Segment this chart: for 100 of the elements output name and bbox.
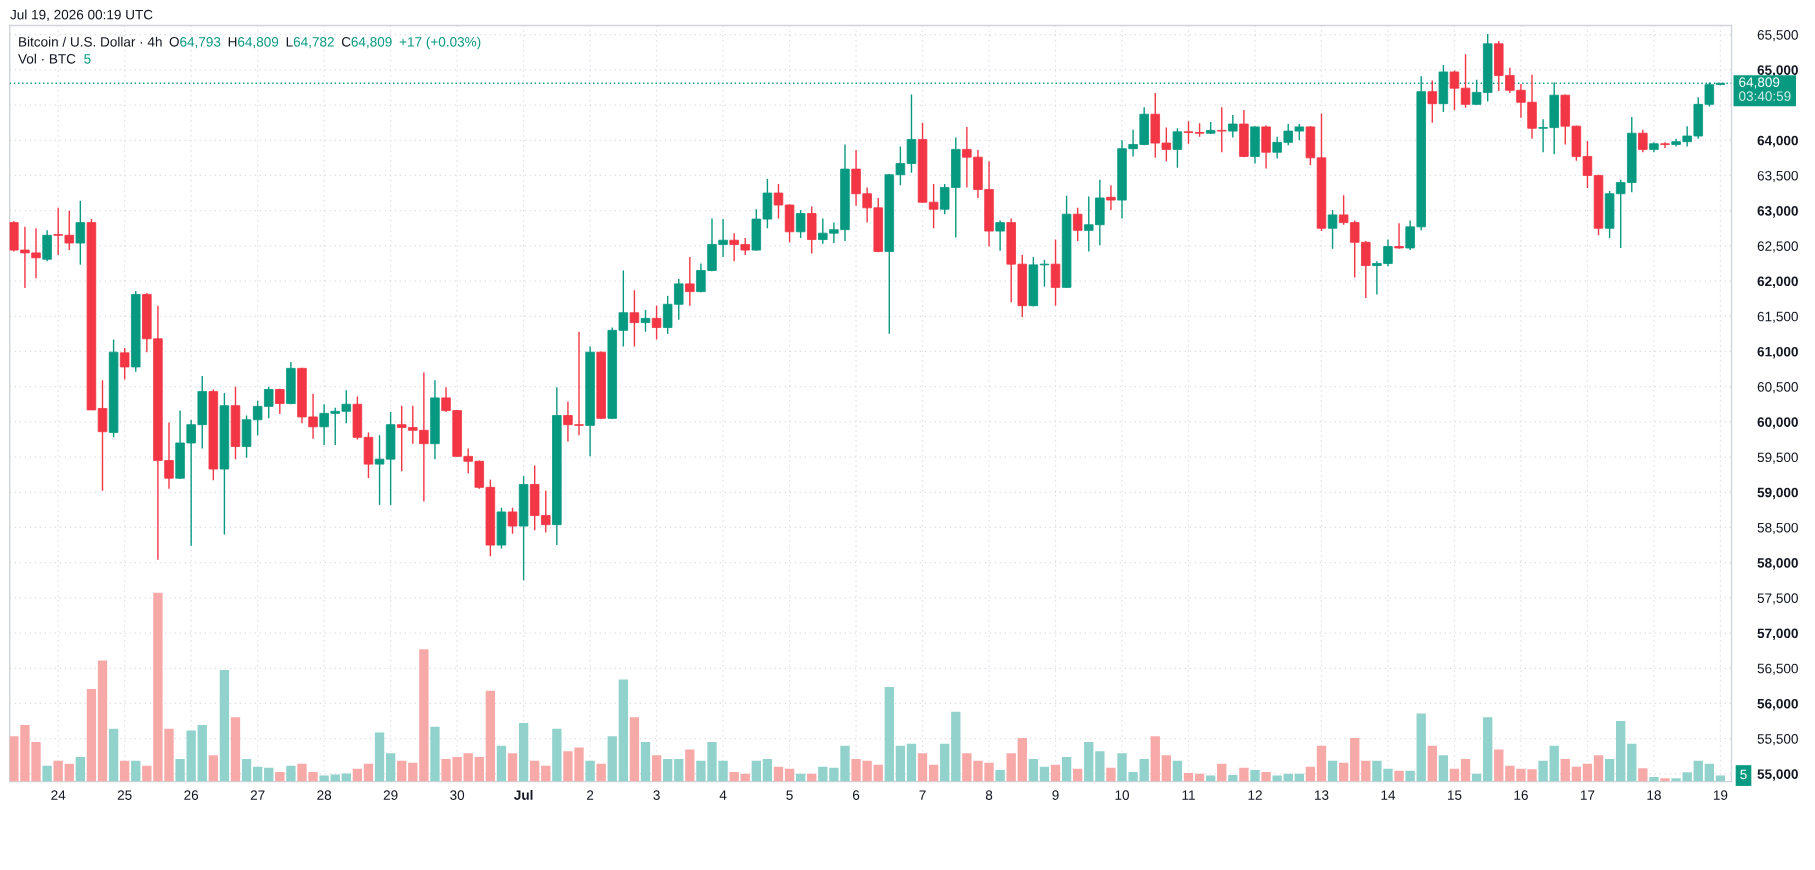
bar (651, 755, 662, 782)
bar (1350, 738, 1360, 782)
bar (1394, 770, 1404, 782)
bar (230, 717, 241, 782)
y-tick-label: 61,000 (1757, 346, 1798, 359)
candlestick (640, 309, 651, 333)
bar (252, 766, 263, 782)
bar (97, 660, 108, 782)
bar (873, 764, 883, 782)
y-tick-label: 62,500 (1757, 241, 1798, 253)
bar (1073, 768, 1083, 782)
bar (1250, 769, 1260, 782)
y-tick-label: 62,000 (1757, 276, 1798, 289)
bar (928, 764, 939, 782)
y-tick-label: 55,500 (1757, 734, 1798, 746)
bar (1438, 755, 1449, 782)
bar (1338, 762, 1349, 782)
x-tick-label: Jul (514, 789, 533, 800)
y-tick-label: 64,000 (1757, 135, 1798, 148)
bar (275, 771, 285, 782)
candlestick (1394, 222, 1404, 250)
y-tick-label: 65,000 (1757, 65, 1798, 77)
bar (219, 670, 230, 782)
candlestick (685, 256, 695, 307)
x-tick-label: 12 (1248, 790, 1262, 800)
bar (1327, 760, 1338, 782)
bar (1560, 758, 1570, 782)
y-tick-label: 59,000 (1757, 487, 1798, 500)
bar (108, 728, 119, 782)
y-tick-label: 58,500 (1757, 522, 1798, 535)
bar (352, 768, 363, 782)
candlestick (1327, 209, 1338, 250)
bar (131, 760, 141, 782)
annotation: +17 (+0.03%) (399, 36, 481, 50)
bar (463, 753, 473, 782)
bar (1028, 758, 1039, 782)
x-tick-label: 15 (1447, 790, 1462, 800)
bar (208, 755, 218, 782)
x-tick-label: 2 (587, 790, 594, 800)
bar (1704, 763, 1714, 782)
x-tick-label: 29 (383, 790, 398, 800)
bar (1427, 745, 1437, 782)
bar (552, 728, 562, 782)
bar (729, 771, 739, 782)
candlestick (1172, 127, 1183, 169)
bar (784, 768, 795, 782)
bar (906, 743, 917, 782)
bar (374, 732, 385, 782)
y-tick-label: 56,500 (1757, 663, 1798, 675)
bar (1449, 768, 1460, 782)
bar (1305, 766, 1316, 782)
bar (507, 753, 518, 782)
x-tick-label: 14 (1381, 790, 1396, 800)
y-tick-label: 58,000 (1757, 558, 1798, 570)
bar (618, 679, 629, 782)
bar (995, 769, 1005, 782)
bar (663, 758, 673, 782)
bar (1361, 760, 1371, 782)
annotation: O64,793 (169, 37, 221, 49)
x-tick-label: 10 (1115, 790, 1130, 800)
bar (385, 753, 396, 782)
y-tick-label: 60,500 (1757, 382, 1798, 394)
candlestick (773, 183, 784, 220)
y-tick-label: 55,000 (1757, 769, 1798, 781)
candlestick (1460, 53, 1471, 109)
bar (1217, 763, 1227, 782)
bar (1593, 755, 1604, 782)
bar (1106, 767, 1116, 782)
x-tick-label: 19 (1713, 790, 1728, 800)
bar (674, 758, 684, 782)
bar (64, 763, 74, 782)
candlestick (1427, 79, 1438, 124)
bar (1693, 760, 1703, 782)
bar (1150, 736, 1160, 782)
bar (1549, 745, 1559, 782)
text: 5 (1740, 769, 1747, 780)
bar (363, 763, 374, 782)
bar (585, 760, 595, 782)
bar (596, 763, 606, 782)
candlestick (75, 200, 86, 266)
candlestick (119, 347, 130, 381)
bar (1172, 760, 1183, 782)
bar (120, 760, 130, 782)
annotation: L64,782 (286, 37, 334, 49)
bar (951, 711, 961, 782)
x-tick-label: 24 (51, 790, 66, 800)
bar (1006, 753, 1016, 782)
y-tick-label: 63,500 (1757, 170, 1798, 183)
text: Bitcoin / U.S. Dollar · 4h (19, 36, 162, 47)
y-tick-label: 63,000 (1757, 206, 1798, 218)
candlestick (97, 379, 108, 492)
candlestick (1217, 106, 1227, 153)
bar (408, 762, 418, 782)
bar (895, 745, 906, 782)
bar (1638, 768, 1648, 782)
annotation: 5 (84, 54, 91, 64)
bar (640, 741, 651, 782)
x-tick-label: 3 (653, 790, 660, 800)
bar (286, 765, 296, 782)
bar (1571, 766, 1582, 782)
